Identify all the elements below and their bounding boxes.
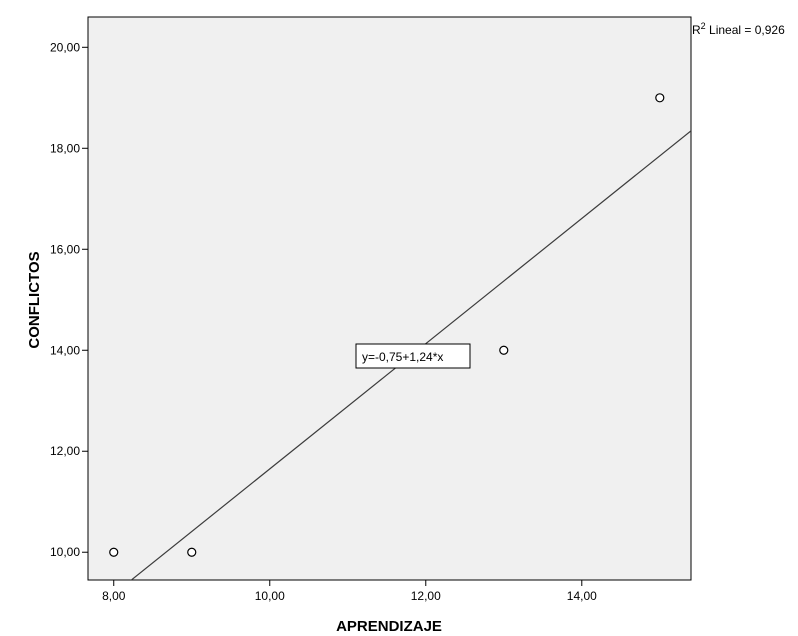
r2-text: Lineal = 0,926 [706, 23, 785, 37]
y-tick-label: 20,00 [50, 40, 80, 54]
equation-label: y=-0,75+1,24*x [355, 343, 471, 369]
data-point [499, 345, 509, 355]
plot-area [87, 16, 692, 581]
x-tick-label: 14,00 [567, 589, 597, 603]
y-tick-label: 12,00 [50, 444, 80, 458]
r2-label: R2 Lineal = 0,926 [692, 21, 785, 37]
y-axis-title: CONFLICTOS [26, 251, 43, 348]
x-tick-label: 12,00 [411, 589, 441, 603]
y-tick-label: 10,00 [50, 545, 80, 559]
x-tick-label: 8,00 [102, 589, 126, 603]
equation-text: y=-0,75+1,24*x [362, 350, 443, 364]
x-tick-label: 10,00 [255, 589, 285, 603]
data-point [655, 93, 665, 103]
y-tick-label: 18,00 [50, 141, 80, 155]
x-axis: 8,00 10,00 12,00 14,00 [102, 580, 597, 603]
x-axis-title: APRENDIZAJE [336, 618, 442, 635]
r2-superscript: 2 [701, 21, 706, 31]
y-tick-label: 16,00 [50, 242, 80, 256]
data-point [109, 547, 119, 557]
data-point [187, 547, 197, 557]
data-points [109, 93, 665, 557]
fit-line [130, 130, 691, 580]
y-tick-label: 14,00 [50, 343, 80, 357]
y-axis: 10,00 12,00 14,00 16,00 18,00 20,00 [50, 40, 88, 559]
r2-prefix: R [692, 23, 701, 37]
